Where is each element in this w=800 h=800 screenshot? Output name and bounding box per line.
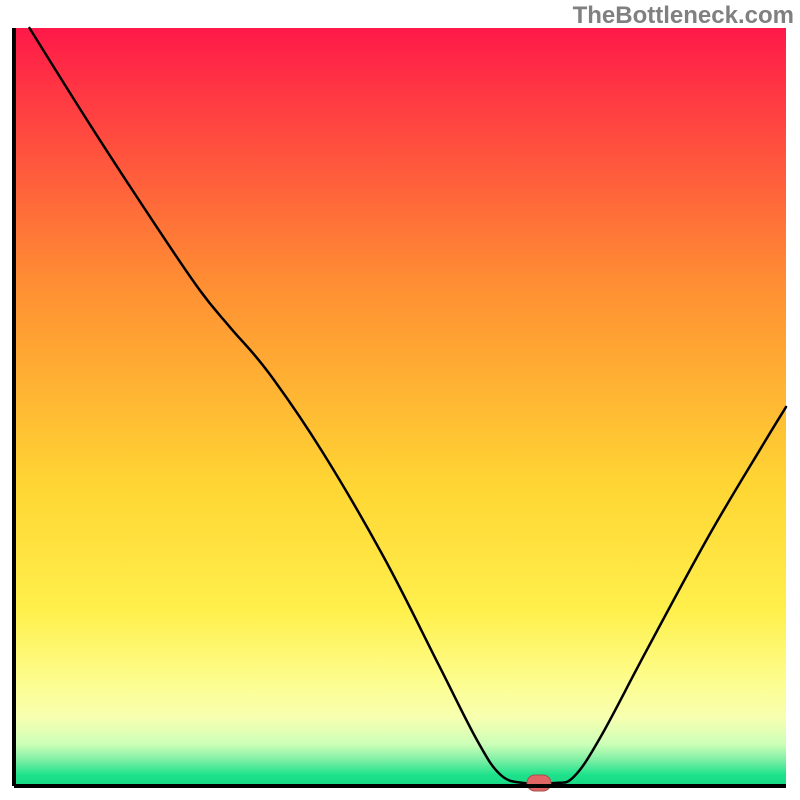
bottleneck-chart [0,0,800,800]
gradient-background [14,28,786,786]
chart-container: TheBottleneck.com [0,0,800,800]
optimal-point-marker [527,775,551,791]
watermark-text: TheBottleneck.com [573,2,794,30]
